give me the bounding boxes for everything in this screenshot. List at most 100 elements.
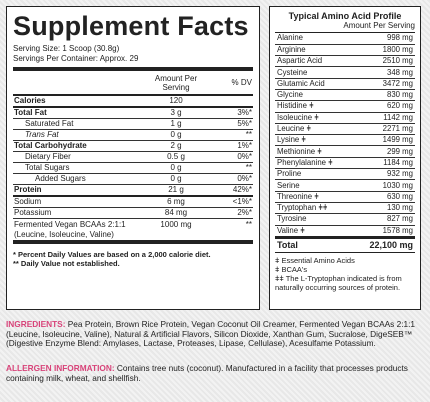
nutrient-amount: 21 g	[141, 184, 211, 197]
allergen-label: ALLERGEN INFORMATION:	[6, 363, 115, 373]
amino-row: Threonine ǂ 630 mg	[275, 191, 415, 203]
amino-note-bcaa: ǂ BCAA's	[275, 264, 308, 274]
amino-name: Tyrosine	[275, 213, 353, 226]
nutrient-dv: **	[211, 129, 253, 141]
amino-value: 299 mg	[352, 145, 415, 158]
amino-row: Valine ǂ 1578 mg	[275, 225, 415, 238]
amino-value: 3472 mg	[352, 78, 415, 90]
amino-row: Aspartic Acid 2510 mg	[275, 55, 415, 68]
amino-row: Alanine 998 mg	[275, 33, 415, 45]
amino-value: 2510 mg	[352, 55, 415, 68]
amino-name: Aspartic Acid	[275, 55, 353, 68]
amino-acid-panel: Typical Amino Acid Profile Amount Per Se…	[269, 6, 421, 310]
nutrient-name: Total Carbohydrate	[13, 140, 141, 152]
divider-thick	[13, 67, 253, 71]
nutrient-amount: 0 g	[141, 162, 211, 174]
amino-row: Tryptophan ǂǂ 130 mg	[275, 202, 415, 215]
nutrient-dv: **	[211, 162, 253, 174]
amino-value: 1578 mg	[352, 225, 415, 238]
nutrient-row: Calories 120	[13, 95, 253, 108]
amino-note-essential: ǂ Essential Amino Acids	[275, 255, 355, 265]
amino-name: Arginine	[275, 44, 353, 57]
amino-note-tryptophan: ǂǂ The L-Tryptophan indicated is from na…	[275, 273, 402, 292]
amino-row: Cysteine 348 mg	[275, 66, 415, 79]
servings-per-container: Servings Per Container: Approx. 29	[13, 54, 139, 63]
amino-name: Serine	[275, 179, 353, 192]
bcaa-amount: 1000 mg	[141, 218, 211, 244]
footnote-dv-not-established: ** Daily Value not established.	[13, 259, 120, 268]
nutrient-dv: 2%*	[211, 207, 253, 219]
amino-name: Threonine ǂ	[275, 191, 353, 203]
nutrient-dv: 1%*	[211, 140, 253, 152]
nutrient-dv: 42%*	[211, 184, 253, 197]
amino-total-value: 22,100 mg	[352, 235, 415, 253]
nutrient-dv: <1%*	[211, 196, 253, 208]
amino-row: Proline 932 mg	[275, 168, 415, 181]
nutrient-name: Potassium	[13, 207, 141, 219]
nutrient-row: Trans Fat 0 g **	[13, 129, 253, 141]
amino-name: Lysine ǂ	[275, 134, 353, 147]
nutrient-row: Protein 21 g 42%*	[13, 184, 253, 197]
amino-value: 348 mg	[352, 66, 415, 79]
nutrient-dv: 3%*	[211, 107, 253, 119]
footnotes: * Percent Daily Values are based on a 2,…	[13, 250, 253, 268]
amino-total-label: Total	[275, 235, 353, 253]
nutrient-amount: 1 g	[141, 118, 211, 130]
nutrient-row: Added Sugars 0 g 0%*	[13, 173, 253, 185]
amino-value: 620 mg	[352, 100, 415, 113]
amino-name: Methionine ǂ	[275, 145, 353, 158]
nutrient-name: Protein	[13, 184, 141, 197]
nutrient-amount: 0.5 g	[141, 151, 211, 163]
nutrient-amount: 84 mg	[141, 207, 211, 219]
nutrient-dv: 0%*	[211, 151, 253, 163]
allergen-text: ALLERGEN INFORMATION: Contains tree nuts…	[6, 363, 426, 383]
amino-name: Histidine ǂ	[275, 100, 353, 113]
amino-value: 130 mg	[352, 202, 415, 215]
nutrient-name: Total Fat	[13, 107, 141, 119]
bcaa-dv: **	[211, 218, 253, 244]
nutrient-row: Total Carbohydrate 2 g 1%*	[13, 140, 253, 152]
nutrient-row: Saturated Fat 1 g 5%*	[13, 118, 253, 130]
amino-title: Typical Amino Acid Profile	[288, 11, 402, 21]
nutrient-dv: 0%*	[211, 173, 253, 185]
amino-name: Phenylalanine ǂ	[275, 157, 353, 170]
amino-name: Valine ǂ	[275, 225, 353, 238]
nutrient-row: Total Fat 3 g 3%*	[13, 107, 253, 119]
amino-footnotes: ǂ Essential Amino Acids ǂ BCAA's ǂǂ The …	[275, 256, 415, 292]
amino-name: Leucine ǂ	[275, 123, 353, 136]
ingredients-label: INGREDIENTS:	[6, 319, 66, 329]
amino-value: 827 mg	[352, 213, 415, 226]
footnote-percent-dv: * Percent Daily Values are based on a 2,…	[13, 250, 211, 259]
nutrient-name: Calories	[13, 95, 141, 108]
nutrient-name: Sodium	[13, 196, 141, 208]
nutrient-row: Total Sugars 0 g **	[13, 162, 253, 174]
amino-row: Glutamic Acid 3472 mg	[275, 78, 415, 90]
bcaa-row: Fermented Vegan BCAAs 2:1:1 (Leucine, Is…	[13, 218, 253, 244]
nutrient-amount: 3 g	[141, 107, 211, 119]
nutrient-name: Trans Fat	[13, 129, 141, 141]
supplement-facts-title: Supplement Facts	[13, 11, 249, 41]
amino-name: Cysteine	[275, 66, 353, 79]
amino-row: Arginine 1800 mg	[275, 44, 415, 57]
bcaa-name: Fermented Vegan BCAAs 2:1:1 (Leucine, Is…	[13, 218, 141, 244]
nutrient-row: Sodium 6 mg <1%*	[13, 196, 253, 208]
nutrient-name: Added Sugars	[13, 173, 141, 185]
amino-value: 830 mg	[352, 89, 415, 102]
supplement-facts-panel: Supplement Facts Serving Size: 1 Scoop (…	[6, 6, 260, 310]
amino-name: Glycine	[275, 89, 353, 102]
nutrient-amount: 2 g	[141, 140, 211, 152]
nutrient-amount: 0 g	[141, 129, 211, 141]
amino-row: Isoleucine ǂ 1142 mg	[275, 112, 415, 124]
amino-row: Lysine ǂ 1499 mg	[275, 134, 415, 147]
amino-value: 630 mg	[352, 191, 415, 203]
nutrient-amount: 0 g	[141, 173, 211, 185]
amino-value: 1184 mg	[352, 157, 415, 170]
amino-name: Alanine	[275, 33, 353, 45]
amino-row: Phenylalanine ǂ 1184 mg	[275, 157, 415, 170]
amino-name: Glutamic Acid	[275, 78, 353, 90]
amino-row: Methionine ǂ 299 mg	[275, 145, 415, 158]
amino-value: 932 mg	[352, 168, 415, 181]
amino-name: Tryptophan ǂǂ	[275, 202, 353, 215]
nutrient-name: Total Sugars	[13, 162, 141, 174]
table-header: Amount Per Serving % DV	[13, 71, 253, 96]
